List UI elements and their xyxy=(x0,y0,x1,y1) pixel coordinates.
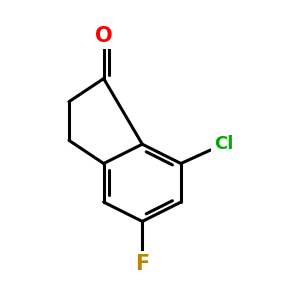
Text: Cl: Cl xyxy=(214,135,233,153)
Text: O: O xyxy=(95,26,112,46)
Text: F: F xyxy=(135,254,149,274)
